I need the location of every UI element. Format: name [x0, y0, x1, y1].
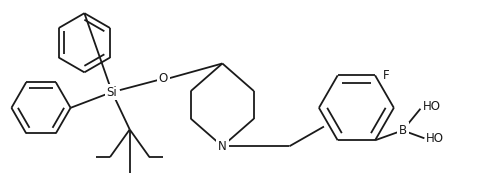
Text: Si: Si — [107, 86, 118, 98]
Text: HO: HO — [426, 132, 445, 145]
Text: B: B — [399, 124, 407, 137]
Text: F: F — [383, 69, 390, 82]
Text: O: O — [159, 72, 168, 85]
Text: HO: HO — [422, 100, 441, 113]
Text: N: N — [218, 140, 227, 153]
